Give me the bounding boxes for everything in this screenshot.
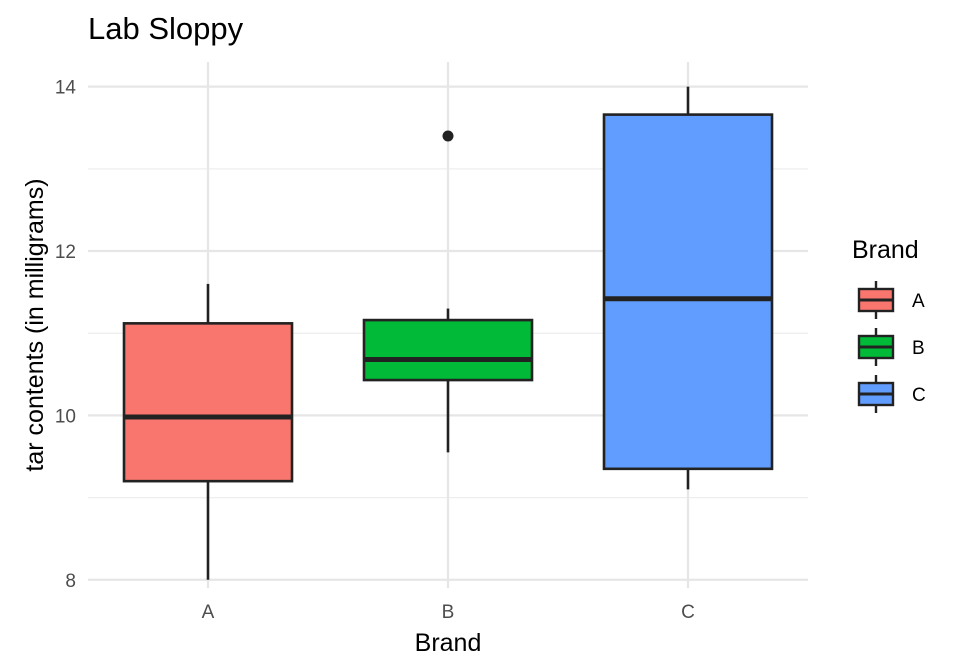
legend-label: A — [912, 291, 925, 312]
x-axis-ticks: A B C — [202, 602, 695, 623]
legend-title: Brand — [852, 236, 919, 264]
y-axis-ticks: 8 10 12 14 — [55, 78, 77, 592]
y-tick-label: 14 — [55, 78, 77, 99]
x-tick-label: A — [202, 602, 215, 623]
y-axis-title: tar contents (in milligrams) — [21, 178, 49, 471]
legend-item-b: B — [857, 328, 925, 366]
outlier-point — [442, 130, 454, 142]
x-tick-label: C — [681, 602, 695, 623]
x-axis-title: Brand — [415, 629, 482, 657]
legend-label: B — [912, 338, 925, 359]
y-tick-label: 10 — [55, 406, 76, 427]
x-tick-label: B — [442, 602, 455, 623]
box-iqr — [362, 318, 534, 382]
box-iqr — [122, 322, 294, 483]
box-b — [362, 130, 534, 453]
chart-title: Lab Sloppy — [88, 11, 244, 46]
y-tick-label: 8 — [65, 571, 76, 592]
box-a — [122, 283, 294, 580]
legend: Brand A B C — [852, 236, 926, 413]
legend-item-a: A — [857, 281, 925, 319]
box-c — [602, 86, 774, 490]
legend-item-c: C — [857, 375, 926, 413]
legend-label: C — [912, 385, 926, 406]
y-tick-label: 12 — [55, 242, 76, 263]
boxes — [122, 86, 774, 580]
box-iqr — [602, 113, 774, 471]
